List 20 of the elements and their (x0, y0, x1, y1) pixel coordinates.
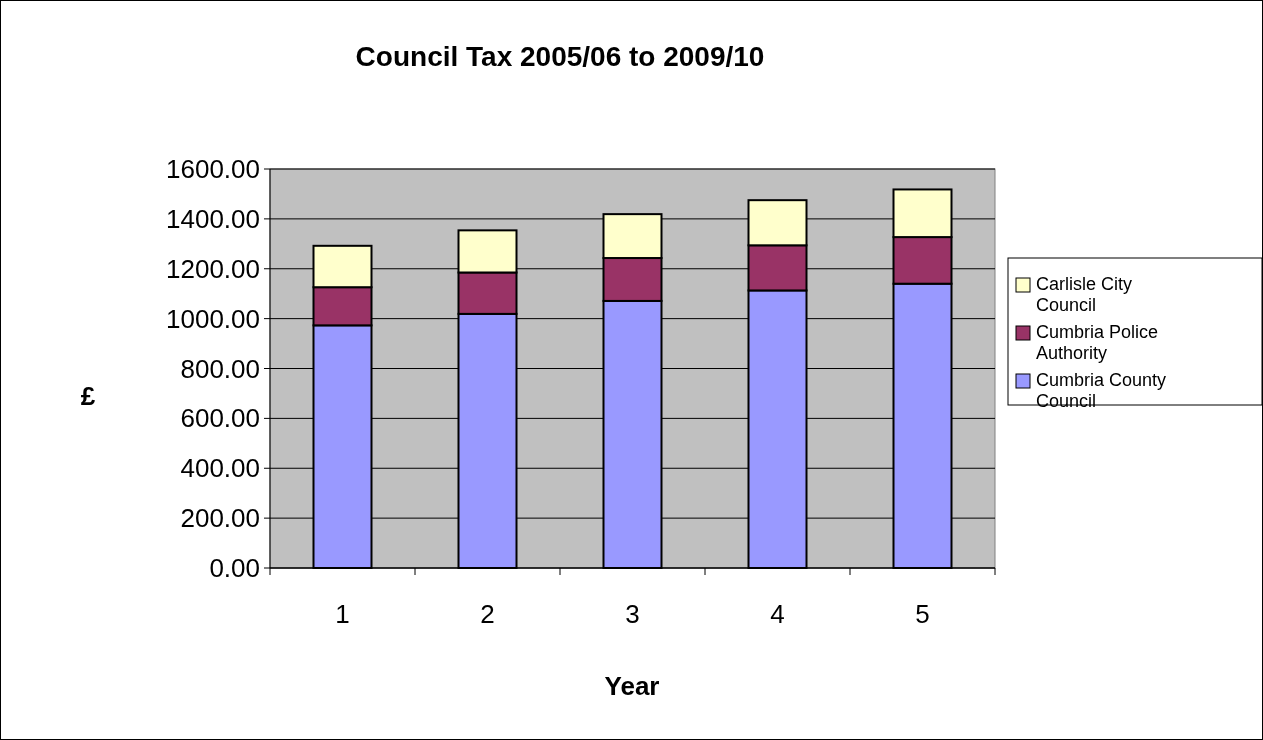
y-tick-label: 600.00 (180, 403, 260, 434)
y-tick-label: 1200.00 (166, 253, 260, 284)
legend-label: Cumbria County Council (1036, 370, 1167, 411)
y-tick-label: 1400.00 (166, 203, 260, 234)
y-tick-label: 1000.00 (166, 303, 260, 334)
legend-label: Cumbria Police Authority (1036, 322, 1159, 363)
y-tick-label: 400.00 (180, 453, 260, 484)
x-tick-label: 1 (335, 599, 350, 629)
y-tick-label: 200.00 (180, 503, 260, 534)
x-tick-label: 5 (915, 599, 930, 629)
y-tick-label: 800.00 (180, 353, 260, 384)
legend-label: Carlisle City Council (1036, 274, 1133, 315)
chart-title: Council Tax 2005/06 to 2009/10 (355, 41, 765, 72)
x-tick-label: 2 (480, 599, 495, 629)
x-axis-title: Year (604, 671, 660, 701)
y-axis-title: £ (80, 381, 96, 411)
x-tick-label: 3 (625, 599, 640, 629)
x-tick-label: 4 (770, 599, 785, 629)
y-tick-label: 0.00 (209, 553, 260, 584)
y-tick-label: 1600.00 (166, 154, 260, 185)
